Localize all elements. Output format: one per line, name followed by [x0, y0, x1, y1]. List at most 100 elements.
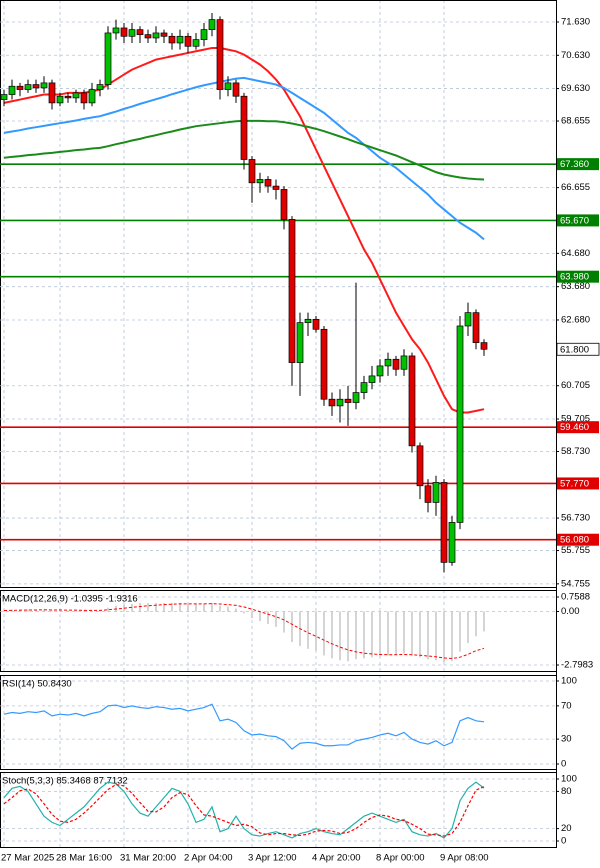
y-tick-label: 0 [561, 759, 566, 770]
level-label: 63.980 [560, 272, 589, 283]
y-tick-label: 54.755 [561, 578, 590, 589]
x-tick-label: 28 Mar 16:00 [56, 853, 112, 864]
candle-body [24, 84, 32, 90]
level-tag [557, 477, 599, 490]
candle-body [80, 92, 88, 104]
candle-body [112, 27, 120, 34]
candle-body [400, 355, 408, 370]
y-tick-label: 70.630 [561, 50, 590, 61]
candle-body [136, 29, 144, 35]
candle-body [8, 85, 16, 95]
candle-body [456, 325, 464, 523]
candle-body [216, 19, 224, 90]
y-tick-label: 71.630 [561, 16, 590, 27]
level-label: 59.460 [560, 422, 589, 433]
candle-body [408, 355, 416, 447]
candle-body [376, 365, 384, 377]
candle-body [312, 318, 320, 330]
candle-body [144, 34, 152, 39]
y-tick-label: 58.730 [561, 446, 590, 457]
indicator-label: MACD(12,26,9) -1.0395 -1.9316 [2, 594, 138, 605]
y-tick-label: 64.680 [561, 248, 590, 259]
candle-body [336, 398, 344, 407]
candle-body [432, 482, 440, 503]
y-tick-label: 0.00 [561, 606, 580, 617]
y-tick-label: 100 [561, 774, 577, 785]
candle-body [304, 318, 312, 323]
x-tick-label: 9 Apr 08:00 [440, 853, 489, 864]
y-tick-label: 0.7588 [561, 592, 590, 603]
x-tick-label: 8 Apr 00:00 [376, 853, 425, 864]
candle-body [448, 522, 456, 563]
candle-body [104, 32, 112, 85]
moving-average [3, 76, 485, 241]
candle-body [344, 398, 352, 403]
y-tick-label: 30 [561, 734, 572, 745]
candle-body [200, 29, 208, 40]
level-tag [557, 214, 599, 227]
level-label: 56.080 [560, 535, 589, 546]
candle-body [48, 82, 56, 104]
candle-body [128, 29, 136, 37]
y-tick-label: 59.705 [561, 414, 590, 425]
candle-body [384, 358, 392, 367]
candle-body [160, 32, 168, 37]
y-tick-label: 69.630 [561, 83, 590, 94]
y-tick-label: 66.655 [561, 182, 590, 193]
candle-body [0, 94, 8, 100]
stoch-line [3, 781, 485, 839]
indicator-label: RSI(14) 50.8430 [2, 679, 72, 690]
y-tick-label: 100 [561, 675, 577, 686]
y-tick-label: 62.680 [561, 314, 590, 325]
candle-body [440, 482, 448, 563]
candle-body [320, 328, 328, 400]
candle-body [472, 312, 480, 343]
level-label: 65.670 [560, 215, 589, 226]
candle-body [152, 32, 160, 39]
candle-body [248, 159, 256, 184]
candle-body [296, 322, 304, 363]
stoch-line [3, 783, 485, 837]
candle-body [208, 19, 216, 30]
candle-body [64, 95, 72, 99]
candle-body [120, 27, 128, 37]
candle-body [288, 219, 296, 363]
level-tag [557, 158, 599, 171]
y-tick-label: 63.680 [561, 281, 590, 292]
candle-body [96, 84, 104, 90]
candle-body [360, 382, 368, 393]
level-tag [557, 421, 599, 434]
candle-body [240, 95, 248, 160]
last-price-label: 61.800 [560, 344, 589, 355]
candle-body [72, 92, 80, 99]
x-tick-label: 2 Apr 04:00 [184, 853, 233, 864]
candle-body [224, 82, 232, 90]
candle-body [368, 375, 376, 383]
level-label: 67.360 [560, 159, 589, 170]
candle-body [464, 312, 472, 327]
y-tick-label: 70 [561, 700, 572, 711]
candle-body [328, 398, 336, 407]
candle-body [272, 185, 280, 190]
candle-body [232, 82, 240, 97]
level-label: 57.770 [560, 478, 589, 489]
y-tick-label: 20 [561, 823, 572, 834]
y-tick-label: 68.655 [561, 116, 590, 127]
candle-body [392, 358, 400, 370]
y-tick-label: -2.7983 [561, 660, 593, 671]
candle-body [88, 89, 96, 104]
y-tick-label: 60.705 [561, 380, 590, 391]
candle-body [480, 342, 488, 350]
candle-body [184, 35, 192, 47]
candle-body [264, 179, 272, 187]
candle-body [16, 85, 24, 90]
candle-body [352, 392, 360, 403]
level-tag [557, 533, 599, 546]
candle-body [32, 84, 40, 89]
candle-body [424, 485, 432, 503]
x-tick-label: 31 Mar 20:00 [120, 853, 176, 864]
y-tick-label: 56.730 [561, 513, 590, 524]
candle-body [40, 82, 48, 89]
